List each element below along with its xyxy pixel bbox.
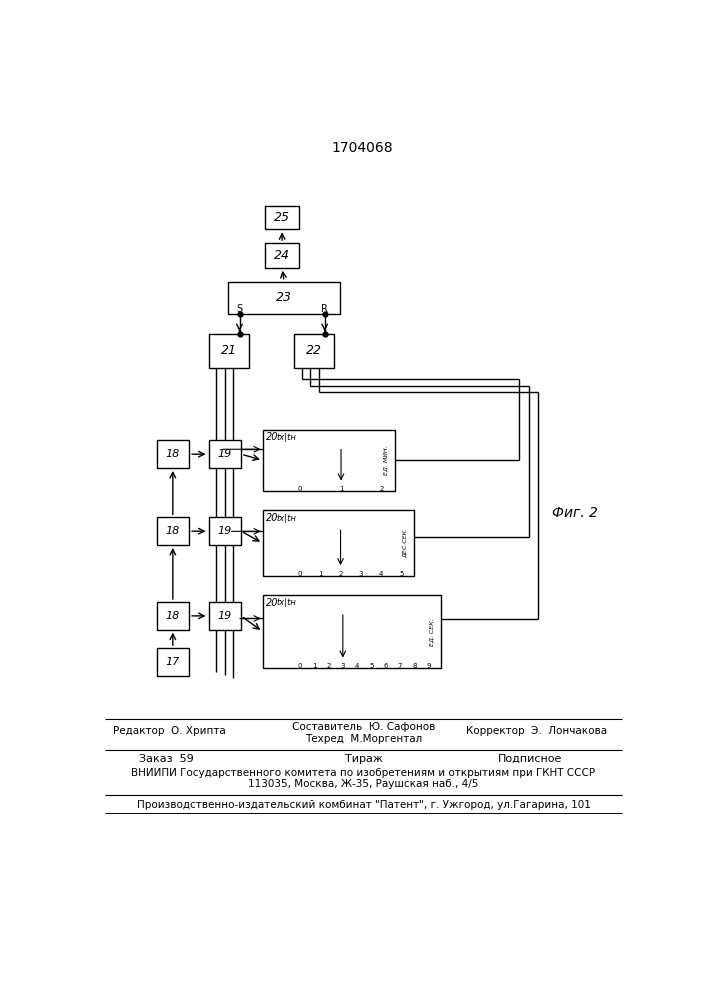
Text: 1: 1 xyxy=(318,571,322,577)
Text: 0: 0 xyxy=(298,663,302,669)
Text: 19: 19 xyxy=(218,611,232,621)
Bar xyxy=(209,517,241,545)
Text: Производственно-издательский комбинат "Патент", г. Ужгород, ул.Гагарина, 101: Производственно-издательский комбинат "П… xyxy=(136,800,590,810)
Text: 7: 7 xyxy=(398,663,402,669)
Bar xyxy=(156,602,189,630)
Text: ЕД. МИН.: ЕД. МИН. xyxy=(382,446,387,475)
Text: tx|tн: tx|tн xyxy=(276,598,296,607)
Text: Редактор  О. Хрипта: Редактор О. Хрипта xyxy=(113,726,226,736)
Bar xyxy=(263,595,441,668)
Text: Техред  М.Моргентал: Техред М.Моргентал xyxy=(305,734,422,744)
Bar xyxy=(156,648,189,676)
Text: 8: 8 xyxy=(412,663,416,669)
Text: Заказ  59: Заказ 59 xyxy=(139,754,194,764)
Text: 18: 18 xyxy=(165,611,180,621)
Text: 19: 19 xyxy=(218,449,232,459)
Text: ДЕС.СЕК.: ДЕС.СЕК. xyxy=(402,528,407,558)
Text: Подписное: Подписное xyxy=(498,754,562,764)
Text: 6: 6 xyxy=(383,663,388,669)
Text: 23: 23 xyxy=(276,291,292,304)
Text: Составитель  Ю. Сафонов: Составитель Ю. Сафонов xyxy=(292,722,436,732)
Text: ВНИИПИ Государственного комитета по изобретениям и открытиям при ГКНТ СССР: ВНИИПИ Государственного комитета по изоб… xyxy=(132,768,595,778)
Bar xyxy=(156,517,189,545)
Text: 18: 18 xyxy=(165,449,180,459)
Text: 25: 25 xyxy=(274,211,290,224)
Bar xyxy=(265,243,299,268)
Bar xyxy=(209,440,241,468)
Text: Корректор  Э.  Лончакова: Корректор Э. Лончакова xyxy=(466,726,607,736)
Text: R: R xyxy=(321,304,328,314)
Bar xyxy=(263,430,395,491)
Bar xyxy=(156,440,189,468)
Text: tx|tн: tx|tн xyxy=(276,514,296,523)
Text: 19: 19 xyxy=(218,526,232,536)
Text: 5: 5 xyxy=(369,663,373,669)
Text: tx|tн: tx|tн xyxy=(276,433,296,442)
Text: 113035, Москва, Ж-35, Раушская наб., 4/5: 113035, Москва, Ж-35, Раушская наб., 4/5 xyxy=(248,779,479,789)
Text: 18: 18 xyxy=(165,526,180,536)
Bar xyxy=(293,334,334,368)
Bar xyxy=(209,602,241,630)
Text: 4: 4 xyxy=(355,663,359,669)
Text: 9: 9 xyxy=(426,663,431,669)
Text: 4: 4 xyxy=(379,571,383,577)
Text: 1: 1 xyxy=(339,486,344,492)
Text: 3: 3 xyxy=(358,571,363,577)
Text: Тираж: Тираж xyxy=(344,754,382,764)
Text: 21: 21 xyxy=(221,344,237,358)
Text: 2: 2 xyxy=(327,663,331,669)
Text: 3: 3 xyxy=(341,663,345,669)
Text: 24: 24 xyxy=(274,249,290,262)
Text: 5: 5 xyxy=(399,571,404,577)
Bar xyxy=(263,510,414,576)
Text: 2: 2 xyxy=(380,486,385,492)
Text: Фиг. 2: Фиг. 2 xyxy=(552,506,598,520)
Text: 20: 20 xyxy=(266,513,279,523)
Text: ЕД. СЕК.: ЕД. СЕК. xyxy=(429,618,434,646)
Text: 20: 20 xyxy=(266,432,279,442)
Text: 22: 22 xyxy=(306,344,322,358)
Text: 0: 0 xyxy=(298,486,302,492)
Text: S: S xyxy=(236,304,243,314)
Text: 17: 17 xyxy=(165,657,180,667)
Text: 20: 20 xyxy=(266,598,279,608)
Bar xyxy=(228,282,340,314)
Text: 1: 1 xyxy=(312,663,317,669)
Text: 2: 2 xyxy=(339,571,343,577)
Text: 0: 0 xyxy=(298,571,302,577)
Bar xyxy=(209,334,249,368)
Text: 1704068: 1704068 xyxy=(331,141,393,155)
Bar xyxy=(265,206,299,229)
